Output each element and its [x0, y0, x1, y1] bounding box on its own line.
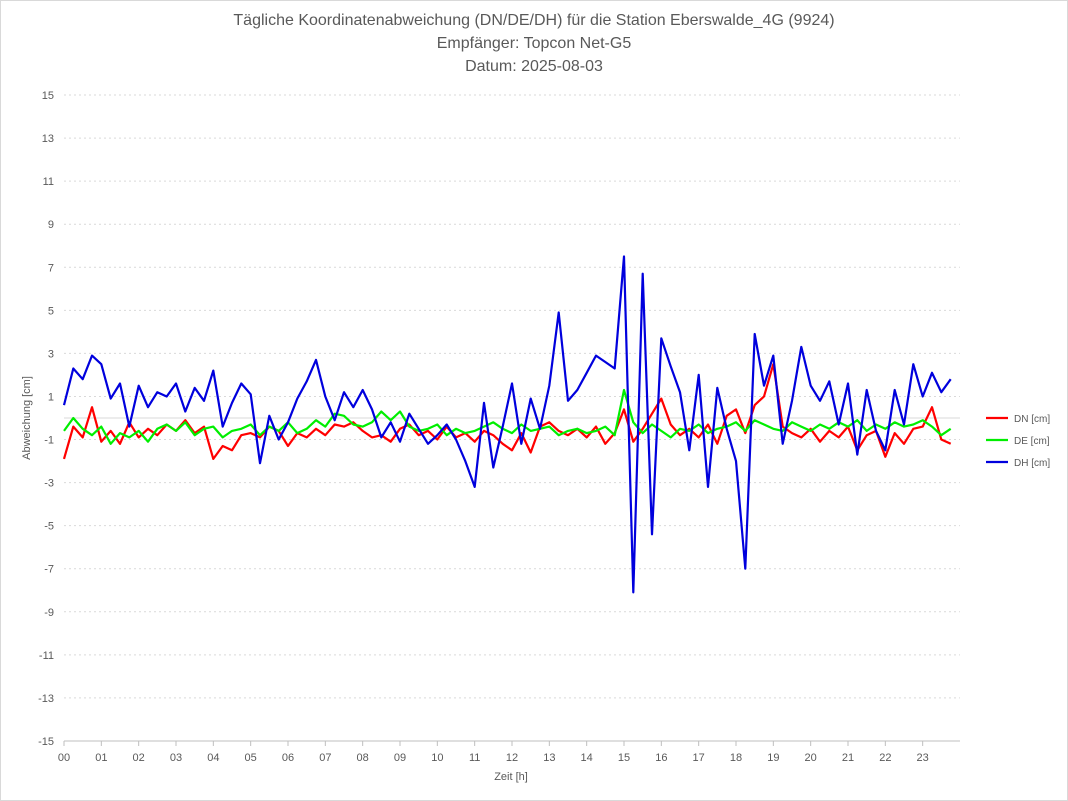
legend-label-dh: DH [cm] — [1014, 458, 1050, 469]
y-tick-label: 11 — [43, 176, 54, 188]
series-lines — [62, 255, 952, 594]
x-tick-label: 00 — [58, 752, 70, 764]
x-tick-label: 11 — [469, 752, 480, 764]
y-tick-label: -7 — [44, 564, 54, 576]
y-tick-label: 3 — [48, 348, 54, 360]
x-tick-label: 09 — [394, 752, 406, 764]
x-tick-label: 01 — [95, 752, 107, 764]
series-line-dn — [62, 363, 952, 460]
y-tick-label: 15 — [42, 90, 54, 102]
y-axis-ticks: 15 13 11 9 7 5 3 1 -1 -3 -5 -7 -9 -11 -13 -15 — [38, 90, 54, 748]
y-tick-label: 5 — [48, 305, 54, 317]
y-tick-label: -1 — [44, 435, 54, 447]
x-tick-label: 13 — [543, 752, 555, 764]
legend: DN [cm] DE [cm] DH [cm] — [986, 414, 1050, 469]
legend-label-de: DE [cm] — [1014, 436, 1050, 447]
x-axis-label: Zeit [h] — [494, 771, 528, 783]
y-axis-label: Abweichung [cm] — [21, 376, 33, 460]
y-tick-label: 9 — [48, 219, 54, 231]
x-tick-label: 22 — [879, 752, 891, 764]
y-tick-label: -11 — [39, 650, 54, 662]
legend-label-dn: DN [cm] — [1014, 414, 1050, 425]
x-tick-label: 15 — [618, 752, 630, 764]
y-tick-label: 1 — [48, 391, 54, 403]
x-tick-label: 20 — [805, 752, 817, 764]
x-tick-label: 07 — [319, 752, 331, 764]
y-tick-label: -13 — [38, 693, 54, 705]
y-tick-label: 13 — [42, 133, 54, 145]
y-tick-label: -15 — [38, 736, 54, 748]
x-tick-label: 21 — [842, 752, 854, 764]
x-tick-label: 10 — [431, 752, 443, 764]
chart-title: Tägliche Koordinatenabweichung (DN/DE/DH… — [233, 12, 835, 29]
series-line-dh — [62, 255, 952, 594]
y-tick-label: 7 — [48, 262, 54, 274]
x-tick-label: 06 — [282, 752, 294, 764]
x-tick-label: 02 — [133, 752, 145, 764]
x-axis-ticks: 00 01 02 03 04 05 06 07 08 09 10 11 12 13 14 15 16 17 18 19… — [58, 740, 960, 764]
x-tick-label: 23 — [917, 752, 929, 764]
x-tick-label: 04 — [207, 752, 219, 764]
series-line-de — [63, 388, 952, 445]
x-tick-label: 05 — [245, 752, 257, 764]
chart-subtitle-receiver: Empfänger: Topcon Net-G5 — [436, 35, 632, 52]
y-tick-label: -5 — [44, 521, 54, 533]
x-tick-label: 19 — [767, 752, 779, 764]
x-tick-label: 03 — [170, 752, 182, 764]
y-tick-label: -3 — [44, 478, 54, 490]
chart-subtitle-date: Datum: 2025-08-03 — [465, 58, 603, 75]
x-tick-label: 14 — [581, 752, 593, 764]
x-tick-label: 18 — [730, 752, 742, 764]
x-tick-label: 16 — [655, 752, 667, 764]
x-tick-label: 12 — [506, 752, 518, 764]
y-tick-label: -9 — [44, 607, 54, 619]
x-tick-label: 17 — [693, 752, 705, 764]
x-tick-label: 08 — [357, 752, 369, 764]
